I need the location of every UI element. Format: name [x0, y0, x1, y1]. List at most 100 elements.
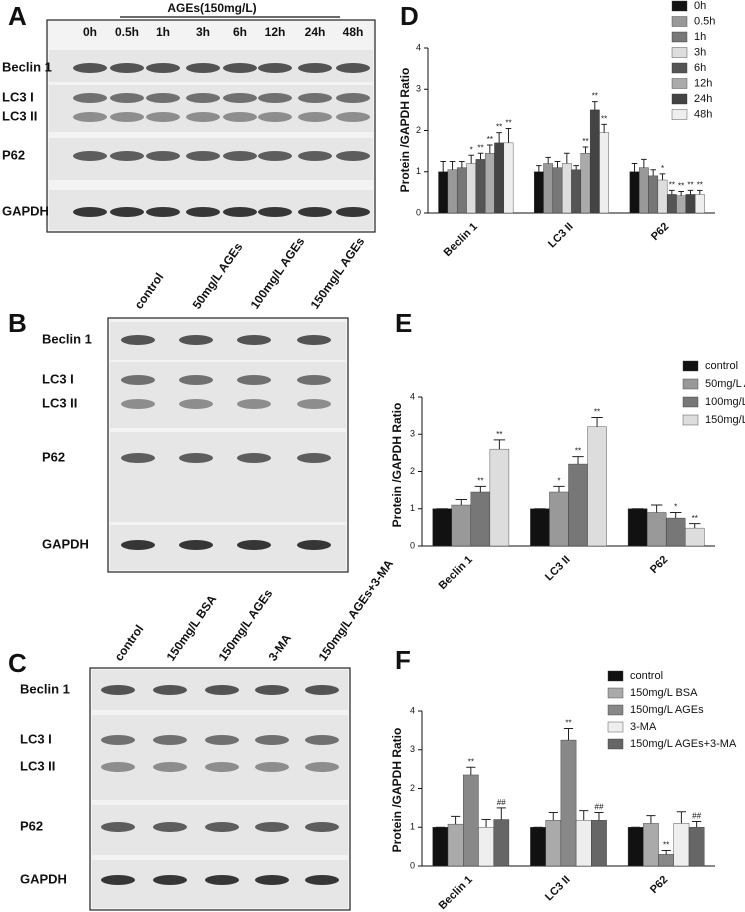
row-label: P62: [42, 449, 65, 464]
bar: [432, 827, 449, 867]
error-bar: [592, 101, 598, 110]
lane-label: 0h: [83, 25, 97, 39]
row-label: P62: [20, 818, 43, 833]
significance-label: **: [692, 514, 698, 523]
y-axis-label: Protein /GAPDH Ratio: [398, 68, 412, 193]
row-label: Beclin 1: [2, 59, 52, 74]
legend-label: 3-MA: [630, 721, 657, 733]
legend-swatch: [607, 687, 624, 699]
band: [101, 735, 135, 745]
band: [153, 735, 187, 745]
bar: [587, 426, 607, 547]
band: [153, 762, 187, 772]
band: [255, 735, 289, 745]
significance-label: ##: [692, 812, 701, 821]
significance-label: *: [470, 145, 473, 154]
error-bar: [641, 158, 647, 168]
legend-swatch: [671, 16, 688, 27]
bar: [589, 109, 600, 214]
band: [298, 207, 332, 217]
band: [255, 685, 289, 695]
band: [101, 762, 135, 772]
bar: [685, 527, 705, 547]
band: [73, 112, 107, 122]
legend-label: control: [705, 360, 738, 372]
y-tick-label: 4: [416, 42, 421, 52]
legend-swatch: [671, 0, 688, 12]
y-tick-label: 0: [410, 860, 415, 870]
band: [258, 151, 292, 161]
bar: [568, 463, 588, 547]
band: [223, 151, 257, 161]
error-bar: [650, 169, 656, 176]
bar: [447, 823, 464, 867]
band: [298, 112, 332, 122]
bar: [685, 194, 696, 214]
band: [258, 63, 292, 73]
band: [121, 375, 155, 385]
band: [297, 335, 331, 345]
lane-label: 12h: [265, 25, 286, 39]
error-bar: [601, 123, 607, 133]
error-bar: [594, 812, 604, 821]
error-bar: [481, 819, 491, 828]
band: [223, 112, 257, 122]
band: [336, 63, 370, 73]
row-label: GAPDH: [2, 203, 49, 218]
band: [297, 375, 331, 385]
bar: [646, 512, 667, 547]
band: [205, 735, 239, 745]
bar: [665, 517, 686, 547]
error-bar: [466, 766, 476, 775]
bar: [545, 820, 562, 867]
band: [110, 151, 144, 161]
bar: [561, 163, 572, 214]
row-label: Beclin 1: [42, 331, 92, 346]
error-bar: [582, 146, 589, 154]
band: [186, 93, 220, 103]
band: [237, 453, 271, 463]
legend-label: 12h: [694, 77, 712, 89]
error-bar: [659, 173, 666, 180]
band: [255, 875, 289, 885]
band: [237, 375, 271, 385]
bar: [533, 171, 544, 214]
row-label: GAPDH: [42, 536, 89, 551]
band: [121, 399, 155, 409]
legend-swatch: [671, 93, 688, 105]
legend-label: control: [630, 670, 663, 682]
band: [336, 93, 370, 103]
lane-label: 3h: [196, 25, 210, 39]
blot-strip: [49, 85, 373, 132]
legend-swatch: [671, 31, 688, 43]
bar: [530, 827, 546, 867]
panel-letter: F: [395, 645, 411, 675]
error-bar: [545, 156, 551, 164]
error-bar: [631, 163, 638, 172]
significance-label: **: [697, 180, 703, 189]
band: [298, 63, 332, 73]
legend-swatch: [607, 670, 624, 682]
significance-label: **: [575, 447, 581, 456]
bar: [447, 169, 458, 214]
row-label: LC3 II: [2, 108, 37, 123]
error-bar: [505, 127, 512, 143]
band: [146, 93, 180, 103]
blot-strip: [92, 715, 348, 800]
bar: [673, 823, 690, 867]
panel-letter: D: [400, 1, 419, 31]
band: [297, 399, 331, 409]
y-tick-label: 2: [416, 125, 421, 135]
band: [186, 63, 220, 73]
band: [205, 685, 239, 695]
legend-swatch: [682, 360, 699, 372]
bar: [463, 774, 479, 867]
bar: [552, 167, 563, 214]
significance-label: *: [557, 477, 560, 486]
significance-label: **: [496, 123, 502, 132]
legend-swatch: [671, 78, 688, 89]
error-bar: [573, 165, 579, 170]
row-label: LC3 I: [42, 371, 74, 386]
band: [336, 151, 370, 161]
error-bar: [579, 810, 589, 821]
